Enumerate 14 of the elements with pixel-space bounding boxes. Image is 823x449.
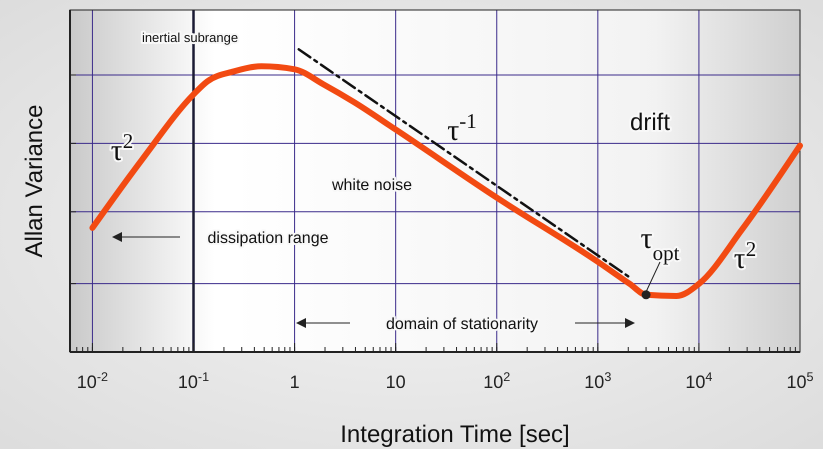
annotation: τ$^{-1}$ <box>447 109 477 147</box>
x-tick-label: 10 <box>386 372 406 392</box>
x-tick-label: 10$^{4}$ <box>685 370 712 392</box>
x-tick-label: 10$^{-1}$ <box>178 370 210 392</box>
x-tick-label: 10$^{2}$ <box>483 370 510 392</box>
x-tick-label: 10$^{5}$ <box>786 370 814 392</box>
x-tick-label: 1 <box>290 372 300 392</box>
x-tick-label: 10$^{-2}$ <box>76 370 108 392</box>
x-tick-label: 10$^{3}$ <box>584 370 612 392</box>
x-axis-title: Integration Time [sec] <box>340 421 570 448</box>
y-axis-title: Allan Variance <box>21 104 48 258</box>
annotation: τ$_{opt}$ <box>640 222 680 265</box>
annotation: drift <box>630 109 670 136</box>
annotation: τ$^{2}$ <box>734 237 756 275</box>
